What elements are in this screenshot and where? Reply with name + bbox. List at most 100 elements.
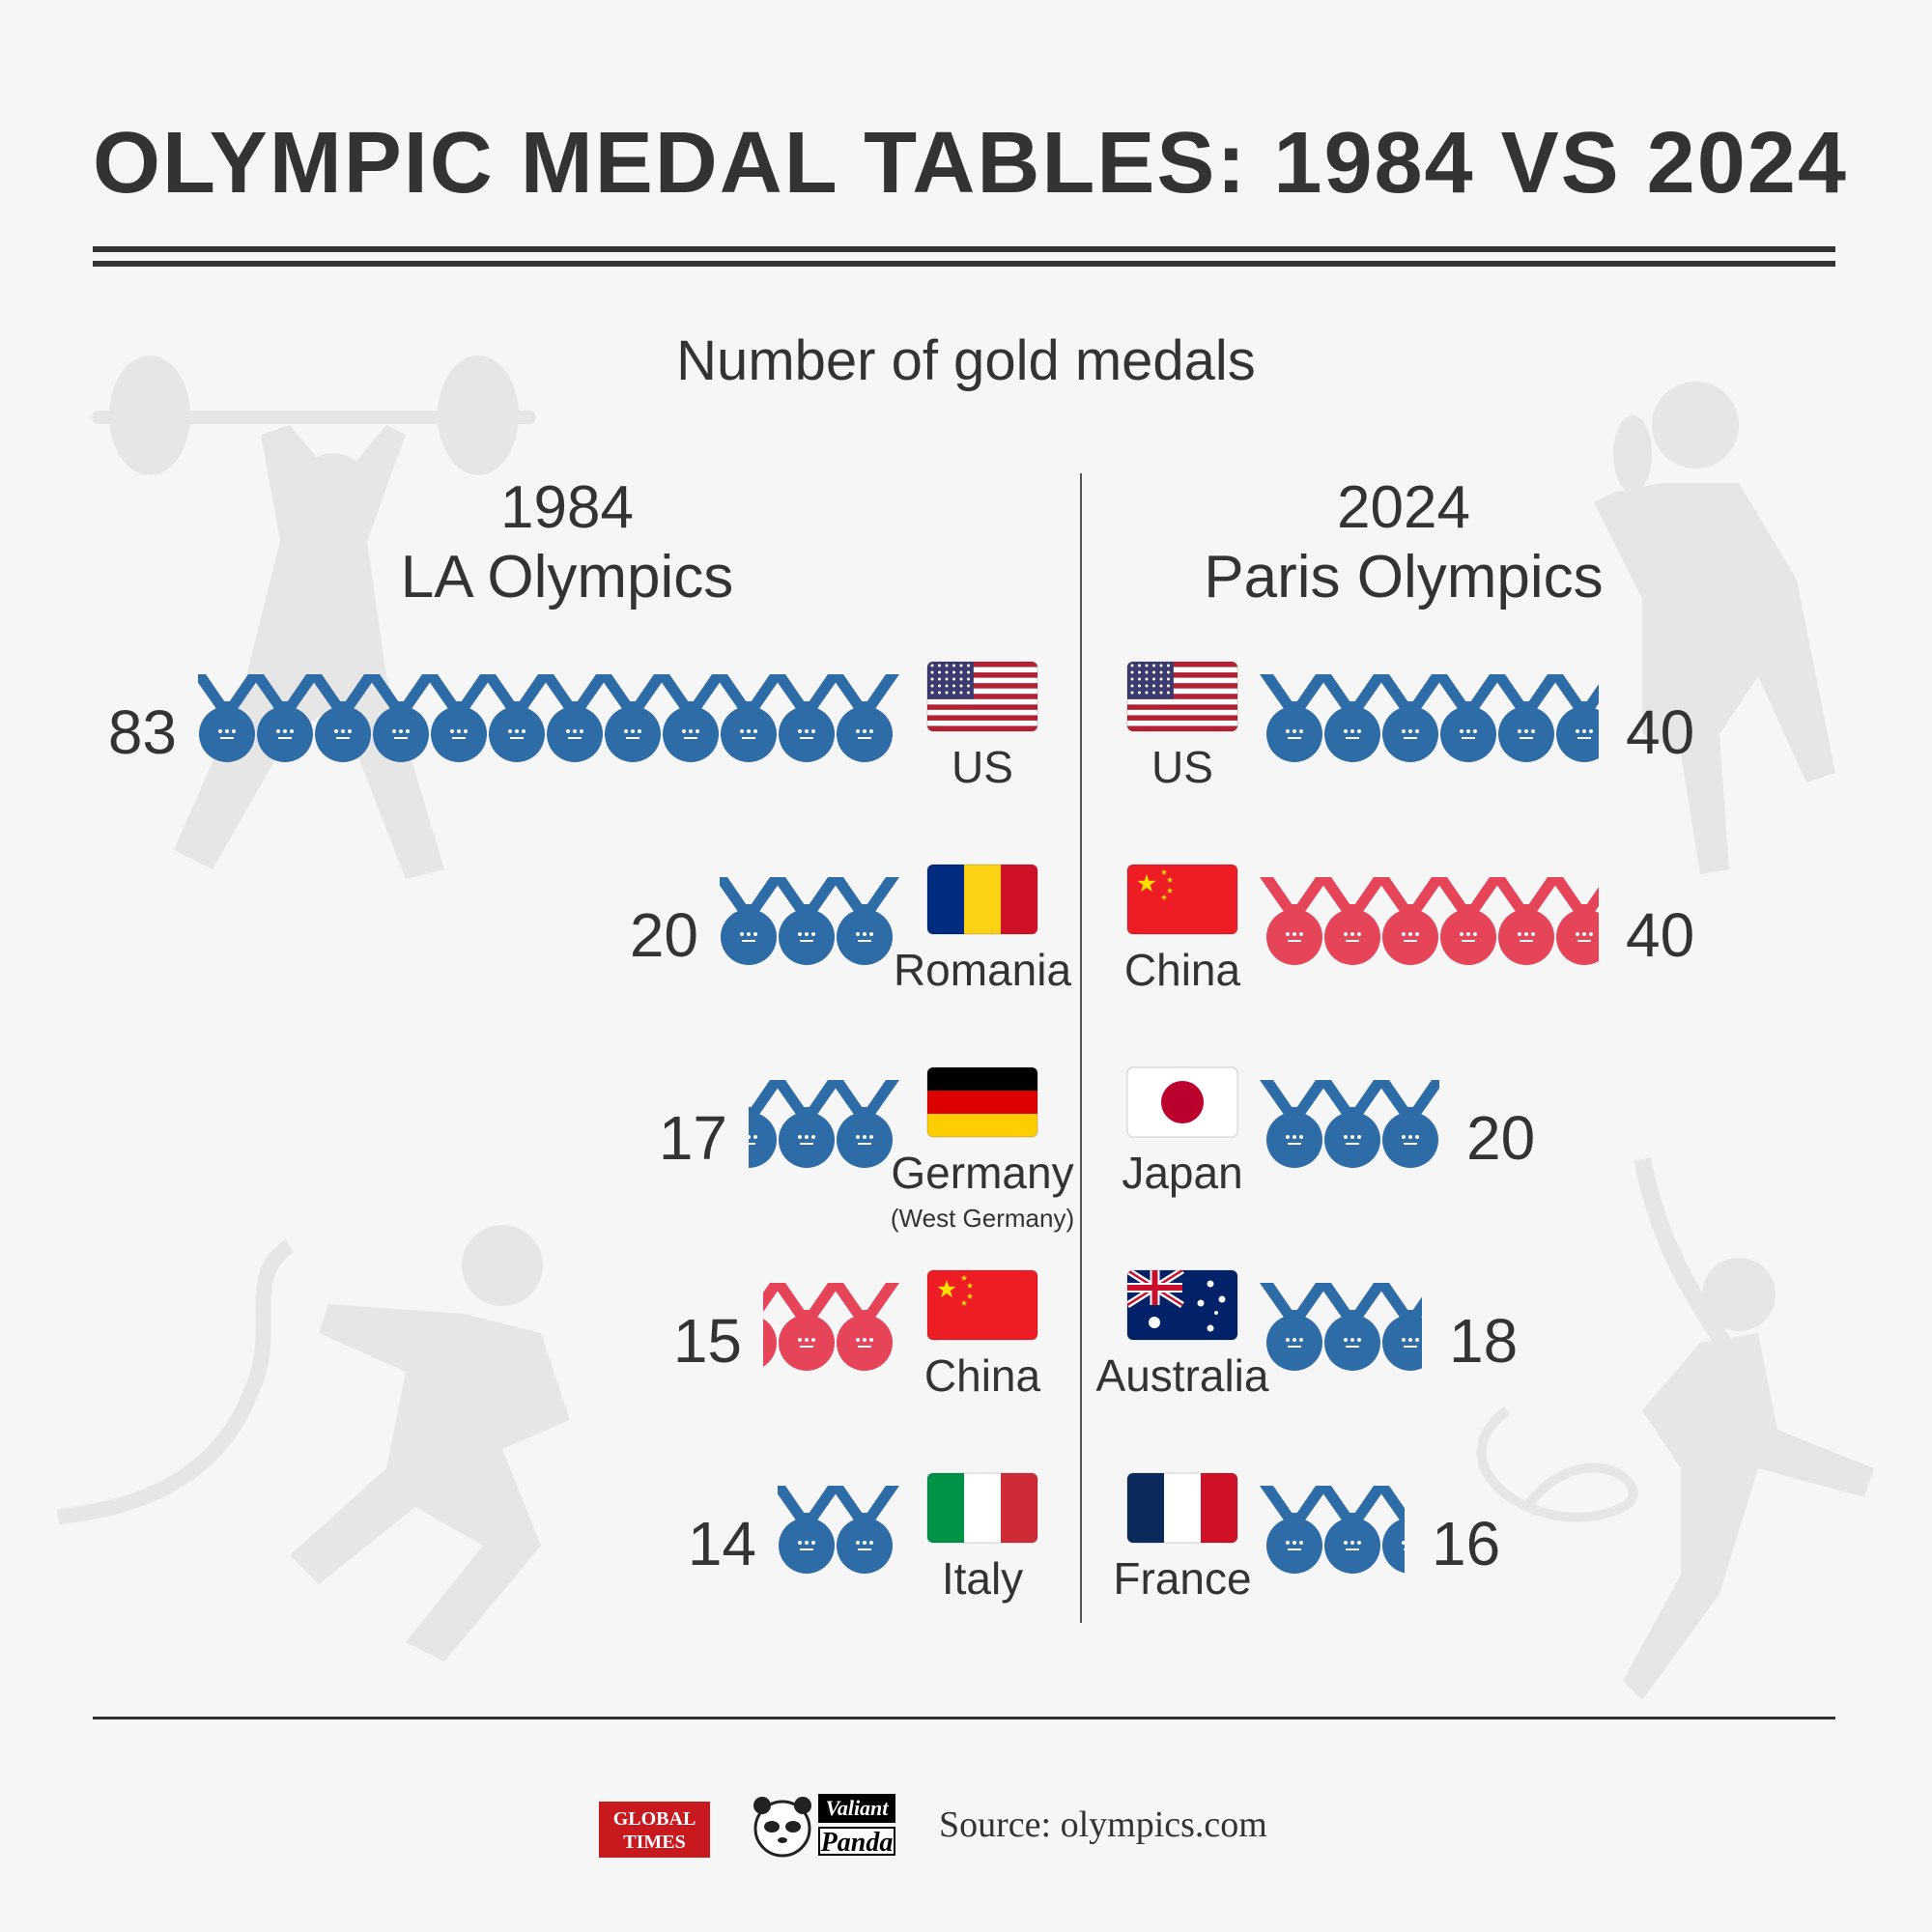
- gold-medal-icon: [1318, 1283, 1387, 1371]
- title-rule-bottom: [93, 261, 1835, 267]
- left-event: LA Olympics: [400, 544, 734, 611]
- medal-bar: [720, 877, 899, 965]
- flag-china-icon: [1126, 864, 1238, 935]
- gold-medal-icon: [772, 877, 841, 965]
- right-event: Paris Olympics: [1204, 544, 1604, 611]
- gold-medal-icon: [1318, 1486, 1387, 1574]
- gold-medal-icon: [540, 674, 610, 762]
- country-note: (West Germany): [891, 1204, 1074, 1233]
- gold-medal-icon: [763, 1283, 783, 1367]
- gold-medal-icon: [1434, 674, 1503, 762]
- medal-bar: [1260, 674, 1599, 762]
- global-times-logo: GLOBAL TIMES: [599, 1802, 710, 1858]
- gold-medal-icon: [482, 674, 552, 762]
- gold-medal-icon: [830, 877, 899, 965]
- gold-medal-icon: [308, 674, 378, 762]
- gold-count: 14: [688, 1509, 756, 1578]
- country-label: US: [952, 742, 1013, 792]
- medal-bar: [198, 674, 899, 762]
- left-year: 1984: [500, 474, 634, 541]
- gold-medal-icon: [1376, 674, 1445, 762]
- gold-medal-icon: [598, 674, 668, 762]
- country-label: Australia: [1096, 1350, 1269, 1401]
- gold-medal-icon: [424, 674, 494, 762]
- chart-subtitle: Number of gold medals: [676, 329, 1256, 392]
- runner-silhouette-icon: [57, 1225, 570, 1662]
- country-label: France: [1113, 1553, 1251, 1604]
- gold-medal-icon: [1376, 1486, 1405, 1574]
- title-rule-top: [93, 246, 1835, 252]
- panda-text: Panda: [818, 1827, 895, 1858]
- gold-medal-icon: [1549, 674, 1599, 762]
- gold-medal-icon: [1492, 877, 1561, 965]
- gold-count: 20: [1466, 1103, 1535, 1173]
- flag-romania-icon: [926, 864, 1038, 935]
- country-label: US: [1151, 742, 1213, 792]
- gold-medal-icon: [749, 1080, 783, 1168]
- gold-count: 17: [659, 1103, 727, 1173]
- column-divider: [1080, 473, 1082, 1623]
- panda-icon: [753, 1797, 811, 1858]
- flag-germany-icon: [926, 1066, 1038, 1138]
- gold-medal-icon: [1260, 1283, 1329, 1371]
- medal-bar: [778, 1486, 899, 1574]
- gold-medal-icon: [830, 1080, 899, 1168]
- flag-us-icon: [926, 661, 1038, 732]
- gold-count: 40: [1626, 697, 1694, 767]
- country-label: Romania: [894, 945, 1072, 995]
- gold-medal-icon: [1318, 1080, 1387, 1168]
- country-label: China: [924, 1350, 1041, 1401]
- country-label: Japan: [1122, 1148, 1242, 1198]
- gold-medal-icon: [250, 674, 320, 762]
- medal-bar: [1260, 877, 1599, 965]
- flag-italy-icon: [926, 1472, 1038, 1544]
- gold-medal-icon: [1260, 674, 1329, 762]
- country-label: Italy: [942, 1553, 1023, 1604]
- gold-count: 16: [1432, 1509, 1500, 1578]
- page-title: OLYMPIC MEDAL TABLES: 1984 VS 2024: [93, 115, 1848, 212]
- valiant-text: Valiant: [818, 1794, 895, 1823]
- flag-france-icon: [1126, 1472, 1238, 1544]
- gold-medal-icon: [656, 674, 725, 762]
- footer-rule: [93, 1717, 1835, 1719]
- country-label: Germany: [891, 1148, 1073, 1198]
- table-tennis-silhouette-icon: [1594, 382, 1835, 874]
- weightlifter-silhouette-icon: [92, 355, 536, 879]
- gold-medal-icon: [772, 1283, 841, 1371]
- gold-count: 83: [108, 697, 177, 767]
- gold-medal-icon: [772, 1080, 841, 1168]
- gold-medal-icon: [830, 1486, 899, 1574]
- gold-medal-icon: [714, 674, 783, 762]
- medal-bar: [763, 1283, 899, 1371]
- gold-medal-icon: [366, 674, 436, 762]
- source-text: Source: olympics.com: [939, 1804, 1267, 1845]
- gymnast-silhouette-icon: [1476, 1157, 1874, 1700]
- medal-bar: [749, 1080, 899, 1168]
- gold-medal-icon: [830, 674, 899, 762]
- left-column-header: 1984 LA Olympics: [229, 473, 905, 612]
- gold-medal-icon: [772, 674, 841, 762]
- gold-medal-icon: [1260, 1486, 1329, 1574]
- footer: GLOBAL TIMES Valiant Panda Source: olymp…: [599, 1792, 1333, 1869]
- valiant-panda-logo: Valiant Panda: [749, 1792, 895, 1860]
- flag-china-icon: [926, 1269, 1038, 1341]
- medal-bar: [1260, 1283, 1422, 1371]
- gold-medal-icon: [1376, 877, 1445, 965]
- gold-medal-icon: [1260, 877, 1329, 965]
- flag-us-icon: [1126, 661, 1238, 732]
- gold-count: 20: [630, 900, 698, 970]
- gold-medal-icon: [198, 674, 262, 762]
- gold-medal-icon: [1549, 877, 1599, 965]
- gold-medal-icon: [1376, 1080, 1439, 1168]
- gold-medal-icon: [778, 1486, 841, 1574]
- gold-medal-icon: [1492, 674, 1561, 762]
- gold-medal-icon: [1318, 674, 1387, 762]
- gold-medal-icon: [830, 1283, 899, 1371]
- flag-australia-icon: [1126, 1269, 1238, 1341]
- gold-medal-icon: [720, 877, 783, 965]
- gold-medal-icon: [1434, 877, 1503, 965]
- medal-bar: [1260, 1080, 1439, 1168]
- right-year: 2024: [1337, 474, 1470, 541]
